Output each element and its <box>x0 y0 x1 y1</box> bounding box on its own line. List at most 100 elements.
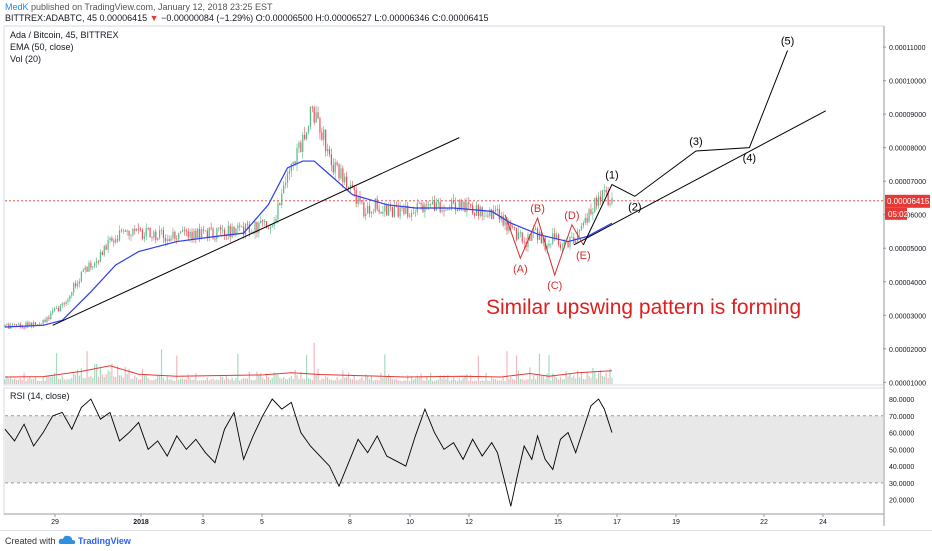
volume-bar <box>122 377 124 384</box>
volume-bar <box>531 379 533 384</box>
candle-body <box>433 201 436 211</box>
candle-body <box>279 203 281 206</box>
rsi-line <box>4 398 613 507</box>
candle-body <box>368 206 371 214</box>
volume-bar <box>164 380 166 384</box>
candle-body <box>212 228 214 239</box>
wave-12345-path <box>582 50 789 246</box>
volume-bar <box>611 377 613 384</box>
candle-body <box>136 228 138 231</box>
volume-bar <box>157 375 159 384</box>
volume-bar <box>109 371 111 384</box>
volume-bar <box>223 379 226 384</box>
candle-body <box>554 233 556 239</box>
volume-bar <box>554 375 556 384</box>
volume-bar <box>466 374 468 384</box>
countdown-badge <box>885 207 907 220</box>
candle-body <box>12 324 14 326</box>
candle-body <box>447 208 449 211</box>
candle-body <box>338 164 340 179</box>
candle-body <box>428 204 430 206</box>
candle-body <box>321 132 323 140</box>
volume-bar <box>159 375 161 384</box>
volume-bar <box>361 376 363 384</box>
chart-header: MedK published on TradingView.com, Janua… <box>0 0 932 24</box>
volume-bar <box>599 370 602 384</box>
candle-body <box>388 205 390 216</box>
volume-bar <box>120 375 123 384</box>
volume-bar <box>485 372 487 384</box>
candle-body <box>302 134 304 153</box>
candle-body <box>277 203 279 219</box>
volume-bar <box>489 381 491 384</box>
candle-body <box>481 207 483 217</box>
volume-bar <box>365 374 367 384</box>
volume-bar <box>84 377 86 384</box>
candle-body <box>399 207 401 217</box>
volume-bar <box>445 379 447 384</box>
candle-body <box>214 238 216 240</box>
author-name[interactable]: MedK <box>5 2 29 12</box>
candle-body <box>515 228 518 240</box>
volume-bar <box>283 377 285 384</box>
candle-body <box>206 230 208 238</box>
volume-bar <box>208 380 210 384</box>
candle-body <box>313 107 315 123</box>
volume-bar <box>382 377 384 384</box>
volume-bar <box>292 379 294 384</box>
candle-body <box>168 239 170 241</box>
candle-body <box>52 310 54 314</box>
volume-bar <box>143 374 145 384</box>
candle-body <box>122 230 124 232</box>
volume-bar <box>573 375 575 384</box>
volume-bar <box>162 377 165 384</box>
volume-bar <box>525 379 527 384</box>
time-tick-label: 19 <box>672 519 680 526</box>
volume-bar <box>115 377 117 384</box>
volume-bar <box>40 381 42 384</box>
tradingview-brand[interactable]: TradingView <box>78 536 131 546</box>
candle-body <box>96 261 98 264</box>
volume-bar <box>538 353 541 384</box>
volume-bar <box>386 376 388 384</box>
volume-bar <box>118 375 121 384</box>
volume-bar <box>430 372 432 384</box>
candle-body <box>166 239 168 242</box>
price-badge-label: 0.00006415 <box>887 197 930 206</box>
volume-bar <box>567 376 569 384</box>
high-label: H: <box>315 13 325 23</box>
candle-body <box>431 201 434 205</box>
candle-body <box>134 228 136 231</box>
candle-body <box>510 222 512 227</box>
volume-bar <box>359 378 361 384</box>
candle-body <box>569 237 571 248</box>
candle-body <box>344 176 346 183</box>
candle-body <box>454 202 457 210</box>
candle-body <box>195 230 197 239</box>
candle-body <box>439 201 441 212</box>
volume-bar <box>334 380 336 384</box>
volume-bar <box>405 380 407 384</box>
candle-body <box>460 199 462 210</box>
price-tick-label: 0.00006000 <box>889 213 926 220</box>
volume-bar <box>407 375 409 384</box>
candle-body <box>473 213 476 216</box>
candle-body <box>426 204 428 206</box>
candle-body <box>160 230 163 231</box>
volume-bar <box>212 378 214 384</box>
volume-bar <box>456 380 458 384</box>
candle-body <box>59 305 61 312</box>
volume-bar <box>202 380 205 384</box>
volume-bar <box>479 381 481 384</box>
volume-bar <box>368 378 371 384</box>
time-tick-label: 22 <box>760 519 768 526</box>
volume-bar <box>601 375 604 384</box>
volume-bar <box>96 363 98 384</box>
candle-body <box>494 209 497 211</box>
wave-abcde-label: (C) <box>547 280 562 292</box>
candle-body <box>227 225 229 236</box>
volume-bar <box>431 381 434 384</box>
candle-body <box>466 202 468 212</box>
candle-body <box>493 209 495 220</box>
